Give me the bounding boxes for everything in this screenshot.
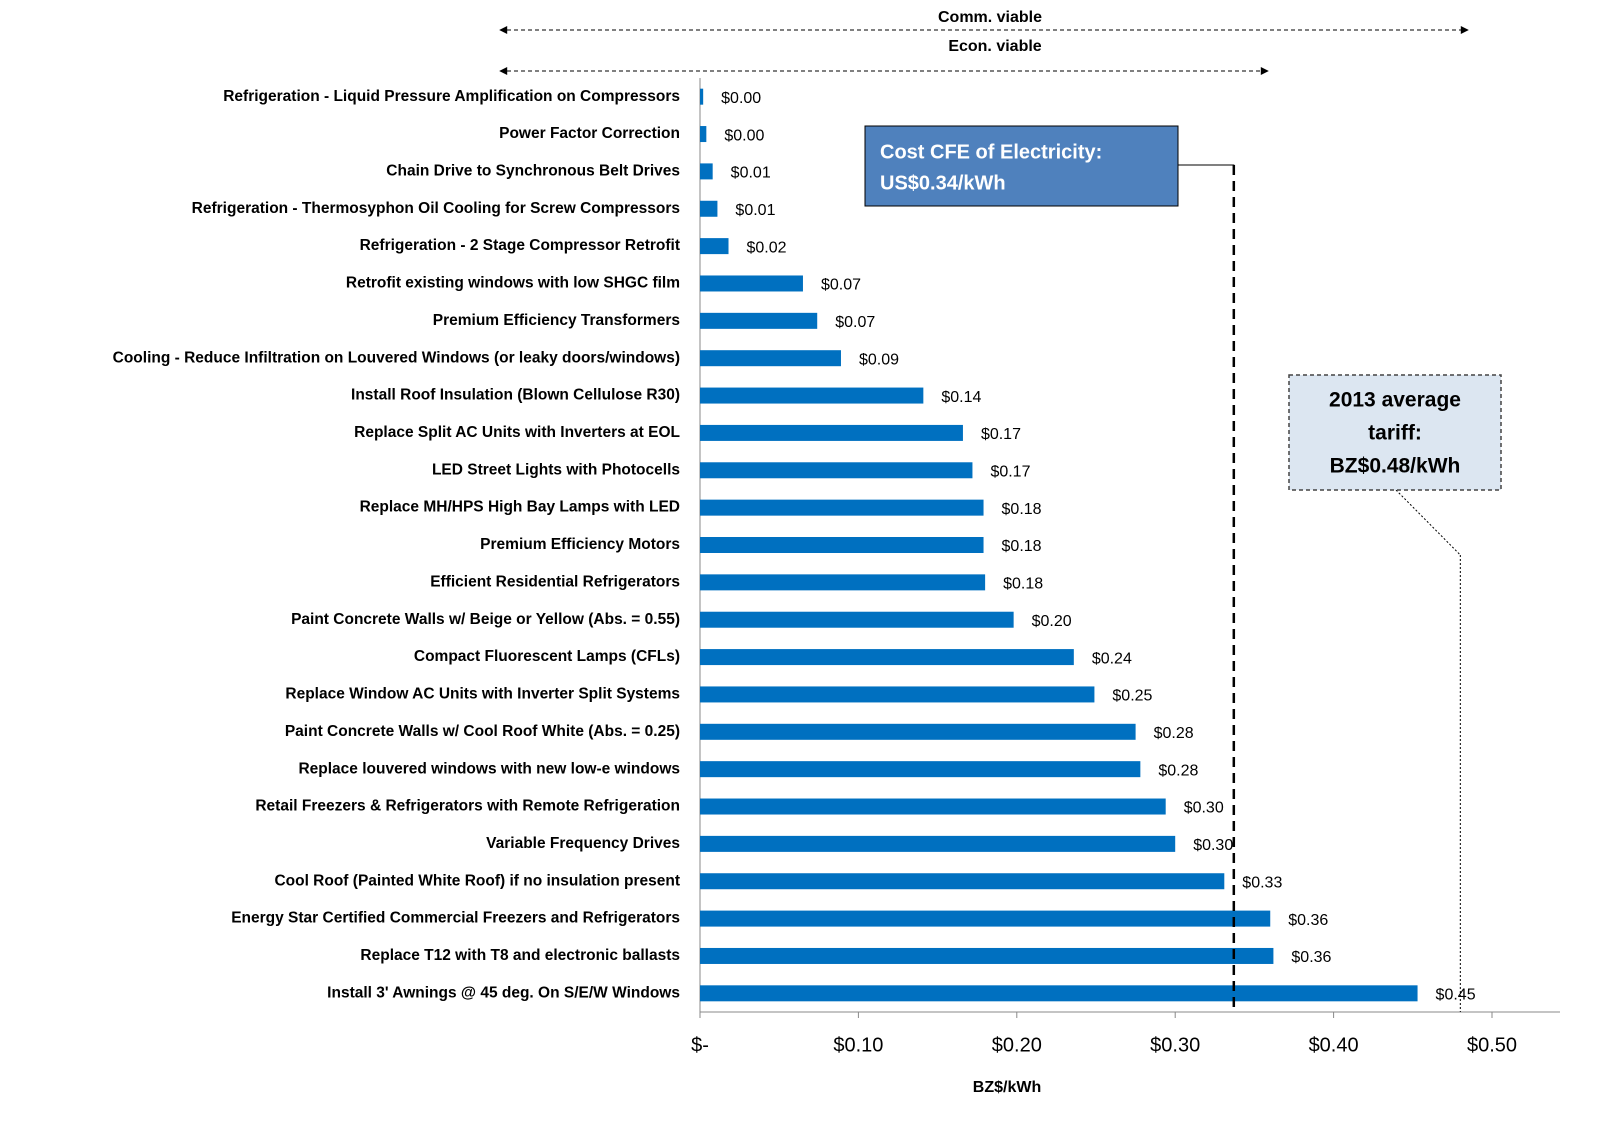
annotation-box [864, 125, 1179, 207]
bar [700, 312, 818, 329]
value-label: $0.33 [1242, 874, 1282, 891]
bar [700, 238, 729, 255]
category-label: Cooling - Reduce Infiltration on Louvere… [113, 349, 680, 366]
value-label: $0.30 [1193, 837, 1233, 854]
bar [700, 424, 963, 441]
value-label: $0.18 [1003, 576, 1043, 593]
value-label: $0.24 [1092, 650, 1132, 667]
value-label: $0.36 [1288, 912, 1328, 929]
category-label: Paint Concrete Walls w/ Beige or Yellow … [291, 611, 680, 628]
annotation-text: BZ$0.48/kWh [1330, 455, 1461, 478]
value-label: $0.01 [731, 165, 771, 182]
category-label: Premium Efficiency Transformers [433, 312, 680, 329]
category-label: Refrigeration - Thermosyphon Oil Cooling… [192, 200, 680, 217]
bar [700, 611, 1014, 628]
value-label: $0.17 [981, 426, 1021, 443]
value-label: $0.30 [1184, 800, 1224, 817]
x-axis-title: BZ$/kWh [973, 1079, 1041, 1096]
connector [1178, 164, 1235, 172]
bar [700, 350, 841, 367]
bar [700, 910, 1271, 927]
value-label: $0.28 [1158, 762, 1198, 779]
value-label: $0.00 [724, 127, 764, 144]
range-label: Econ. viable [948, 38, 1041, 55]
category-label: Replace louvered windows with new low-e … [298, 760, 680, 777]
range-label: Comm. viable [938, 9, 1042, 26]
bar [700, 686, 1095, 703]
category-label: Chain Drive to Synchronous Belt Drives [386, 162, 680, 179]
category-label: Replace Window AC Units with Inverter Sp… [285, 686, 680, 703]
bar [700, 723, 1136, 740]
x-tick-label: $0.40 [1309, 1034, 1359, 1056]
category-label: Efficient Residential Refrigerators [430, 573, 680, 590]
value-label: $0.18 [1002, 501, 1042, 518]
category-label: Install 3' Awnings @ 45 deg. On S/E/W Wi… [327, 984, 680, 1001]
bar [700, 387, 924, 404]
category-label: Retail Freezers & Refrigerators with Rem… [255, 798, 680, 815]
x-tick-label: $0.10 [833, 1034, 883, 1056]
category-label: Retrofit existing windows with low SHGC … [346, 275, 680, 292]
value-label: $0.20 [1032, 613, 1072, 630]
x-tick-label: $- [691, 1034, 709, 1056]
bar [700, 275, 803, 292]
category-label: LED Street Lights with Photocells [432, 461, 680, 478]
bar [700, 947, 1274, 964]
bar [700, 761, 1141, 778]
value-label: $0.25 [1112, 688, 1152, 705]
annotation-text: Cost CFE of Electricity: [880, 141, 1102, 163]
value-label: $0.18 [1002, 538, 1042, 555]
bar [700, 126, 707, 143]
annotation-text: 2013 average [1329, 389, 1461, 412]
bar [700, 798, 1166, 815]
category-label: Replace Split AC Units with Inverters at… [354, 424, 680, 441]
value-label: $0.07 [821, 277, 861, 294]
x-tick-label: $0.50 [1467, 1034, 1517, 1056]
bar [700, 462, 973, 479]
value-label: $0.14 [941, 389, 981, 406]
category-label: Refrigeration - 2 Stage Compressor Retro… [360, 237, 680, 254]
category-label: Install Roof Insulation (Blown Cellulose… [351, 387, 680, 404]
bar [700, 163, 713, 180]
bar [700, 200, 718, 217]
value-label: $0.17 [990, 463, 1030, 480]
value-label: $0.01 [735, 202, 775, 219]
connector [1395, 489, 1461, 556]
value-label: $0.09 [859, 351, 899, 368]
x-tick-label: $0.20 [992, 1034, 1042, 1056]
bar [700, 985, 1418, 1002]
annotation-text: tariff: [1368, 422, 1422, 445]
x-tick-label: $0.30 [1150, 1034, 1200, 1056]
category-label: Compact Fluorescent Lamps (CFLs) [414, 648, 680, 665]
category-label: Premium Efficiency Motors [480, 536, 680, 553]
annotation-text: US$0.34/kWh [880, 172, 1006, 194]
bar [700, 88, 704, 105]
category-label: Cool Roof (Painted White Roof) if no ins… [274, 872, 680, 889]
category-label: Power Factor Correction [499, 125, 680, 142]
bar [700, 574, 986, 591]
bar [700, 835, 1176, 852]
bar [700, 537, 984, 553]
value-label: $0.28 [1154, 725, 1194, 742]
annotation-box [1288, 374, 1502, 491]
value-label: $0.07 [835, 314, 875, 331]
bar [700, 649, 1074, 666]
category-label: Energy Star Certified Commercial Freezer… [231, 910, 680, 927]
bar [700, 499, 984, 516]
bar [700, 873, 1225, 890]
value-label: $0.36 [1291, 949, 1331, 966]
value-label: $0.02 [747, 239, 787, 256]
value-label: $0.45 [1436, 987, 1476, 1004]
category-label: Replace T12 with T8 and electronic balla… [360, 947, 680, 964]
category-label: Paint Concrete Walls w/ Cool Roof White … [285, 723, 680, 740]
value-label: $0.00 [721, 90, 761, 107]
category-label: Refrigeration - Liquid Pressure Amplific… [223, 88, 680, 105]
category-label: Replace MH/HPS High Bay Lamps with LED [360, 499, 680, 516]
category-label: Variable Frequency Drives [486, 835, 680, 852]
